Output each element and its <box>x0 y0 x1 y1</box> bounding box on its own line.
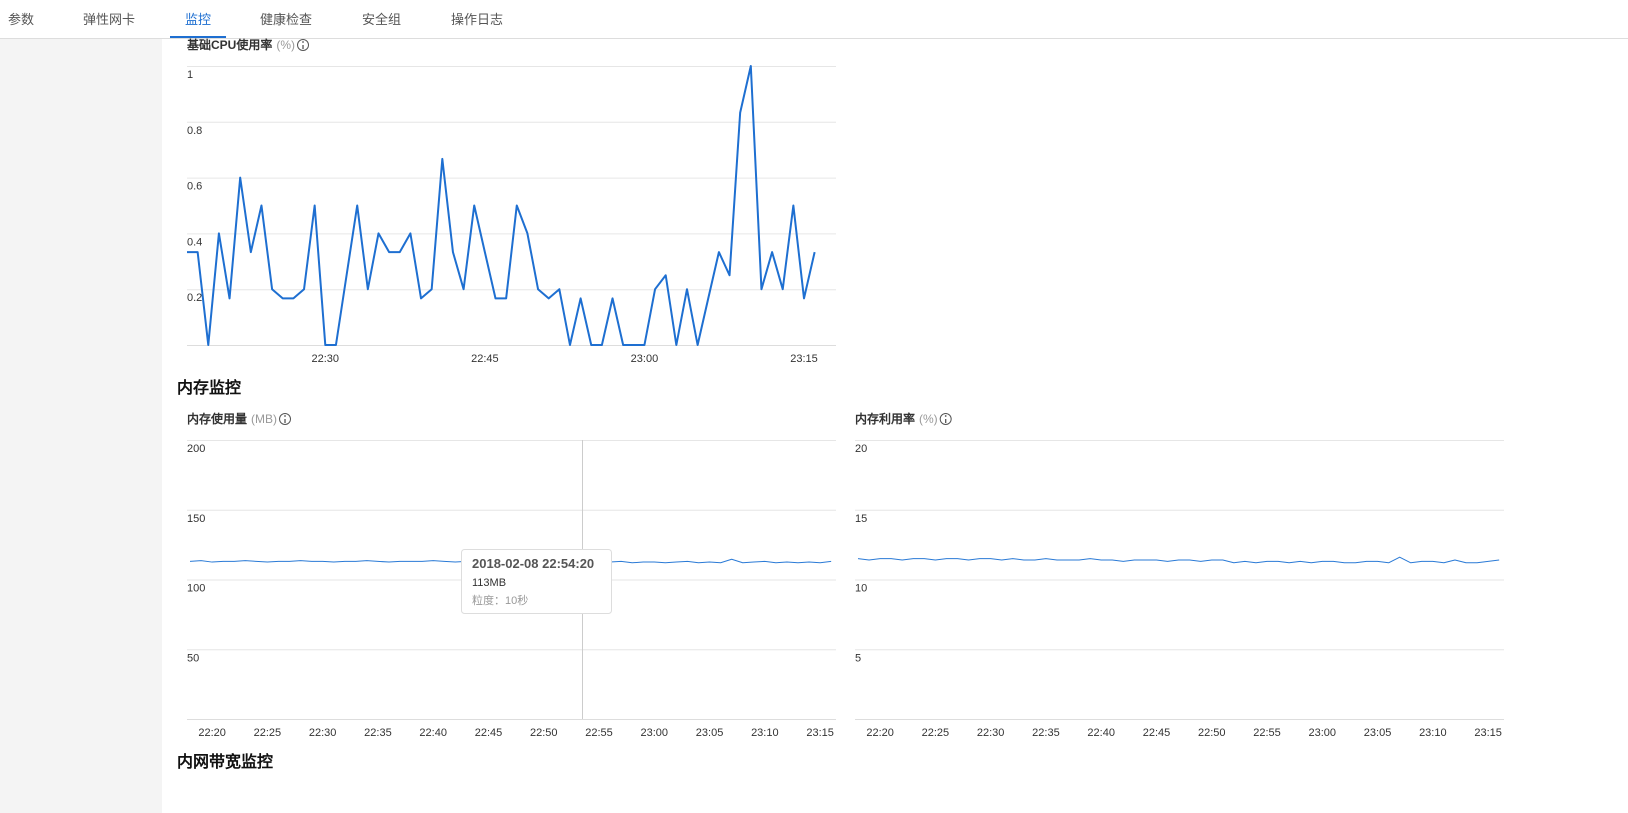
tab[interactable]: 参数 <box>8 12 34 27</box>
chart: 内存利用率 (%) 5 10 15 20 22:20 22:25 22:30 22:35 22:40… <box>855 411 1504 739</box>
sidebar <box>0 39 162 813</box>
chart-unit: (MB) <box>251 412 277 426</box>
y-tick-label: 200 <box>187 443 205 455</box>
x-tick-label: 22:45 <box>475 727 503 739</box>
info-icon[interactable] <box>939 413 952 425</box>
x-tick-label: 23:10 <box>1419 727 1447 739</box>
y-tick-label: 15 <box>855 513 867 525</box>
x-tick-label: 22:50 <box>530 727 558 739</box>
x-tick-label: 22:45 <box>471 353 499 365</box>
charts: 基础CPU使用率 (%) 0.2 0.4 0.6 0.8 1 22:30 22:45 23:00 2… <box>186 37 1504 739</box>
x-tick-label: 22:40 <box>419 727 447 739</box>
x-tick-label: 22:40 <box>1087 727 1115 739</box>
chart-unit: (%) <box>276 38 295 52</box>
x-tick-label: 22:20 <box>198 727 226 739</box>
tooltip-granularity: 粒度：10秒 <box>472 593 528 607</box>
y-tick-label: 5 <box>855 652 861 664</box>
info-icon-dot <box>944 415 947 417</box>
tab[interactable]: 健康检查 <box>260 12 312 27</box>
tooltip-box <box>461 549 612 614</box>
chart-title-text: 基础CPU使用率 <box>186 37 272 52</box>
x-tick-label: 23:10 <box>751 727 779 739</box>
section-title: 内网带宽监控 <box>177 752 273 771</box>
x-tick-label: 22:35 <box>1032 727 1060 739</box>
y-tick-label: 0.6 <box>187 181 202 193</box>
chart-title: 基础CPU使用率 (%) <box>186 37 295 52</box>
chart-title: 内存利用率 (%) <box>855 411 938 426</box>
chart-title-text: 内存利用率 <box>855 411 915 426</box>
info-icon-dot <box>284 415 286 417</box>
chart-title: 内存使用量 (MB) <box>187 411 277 426</box>
x-tick-label: 23:00 <box>1309 727 1337 739</box>
tooltip-time: 2018-02-08 22:54:20 <box>472 556 594 571</box>
y-tick-label: 0.2 <box>187 292 202 304</box>
y-tick-label: 100 <box>187 583 205 595</box>
x-tick-label: 23:05 <box>1364 727 1392 739</box>
x-tick-label: 22:30 <box>977 727 1005 739</box>
y-tick-label: 0.4 <box>187 236 202 248</box>
chart: 内存使用量 (MB) 50 100 150 200 22:20 22:25 22:30 22:35… <box>187 411 836 739</box>
x-tick-label: 23:15 <box>1474 727 1502 739</box>
x-tick-label: 22:30 <box>309 727 337 739</box>
x-tick-label: 22:25 <box>922 727 950 739</box>
tab[interactable]: 弹性网卡 <box>83 12 135 27</box>
line-series <box>857 556 1500 564</box>
chart-unit: (%) <box>919 412 938 426</box>
x-tick-label: 22:55 <box>1253 727 1281 739</box>
x-tick-label: 22:30 <box>312 353 340 365</box>
tooltip: 2018-02-08 22:54:20 113MB 粒度：10秒 <box>461 549 612 614</box>
x-tick-label: 22:45 <box>1143 727 1171 739</box>
info-icon-dot <box>302 41 304 43</box>
info-icon[interactable] <box>279 413 292 425</box>
x-tick-label: 23:00 <box>641 727 669 739</box>
x-tick-label: 23:00 <box>631 353 659 365</box>
tab[interactable]: 安全组 <box>362 12 401 27</box>
x-tick-label: 23:15 <box>806 727 834 739</box>
x-tick-label: 23:15 <box>790 353 818 365</box>
x-tick-label: 22:20 <box>866 727 894 739</box>
chart-title-text: 内存使用量 <box>187 411 247 426</box>
line-series <box>187 65 816 346</box>
y-tick-label: 1 <box>187 69 193 81</box>
tab[interactable]: 操作日志 <box>451 12 503 27</box>
y-tick-label: 0.8 <box>187 125 202 137</box>
info-icon[interactable] <box>297 39 310 51</box>
y-tick-label: 50 <box>187 652 199 664</box>
section-title: 内存监控 <box>177 378 241 397</box>
y-tick-label: 10 <box>855 583 867 595</box>
x-tick-label: 23:05 <box>696 727 724 739</box>
tab[interactable]: 监控 <box>185 12 211 27</box>
x-tick-label: 22:25 <box>254 727 282 739</box>
y-tick-label: 150 <box>187 513 205 525</box>
tooltip-value: 113MB <box>472 577 506 589</box>
tab-bar: 参数 弹性网卡 监控 健康检查 安全组 操作日志 <box>8 12 503 38</box>
x-tick-label: 22:50 <box>1198 727 1226 739</box>
x-tick-label: 22:55 <box>585 727 613 739</box>
y-tick-label: 20 <box>855 443 867 455</box>
chart: 基础CPU使用率 (%) 0.2 0.4 0.6 0.8 1 22:30 22:45 23:00 2… <box>186 37 836 365</box>
x-tick-label: 22:35 <box>364 727 392 739</box>
active-tab-indicator <box>170 36 227 38</box>
